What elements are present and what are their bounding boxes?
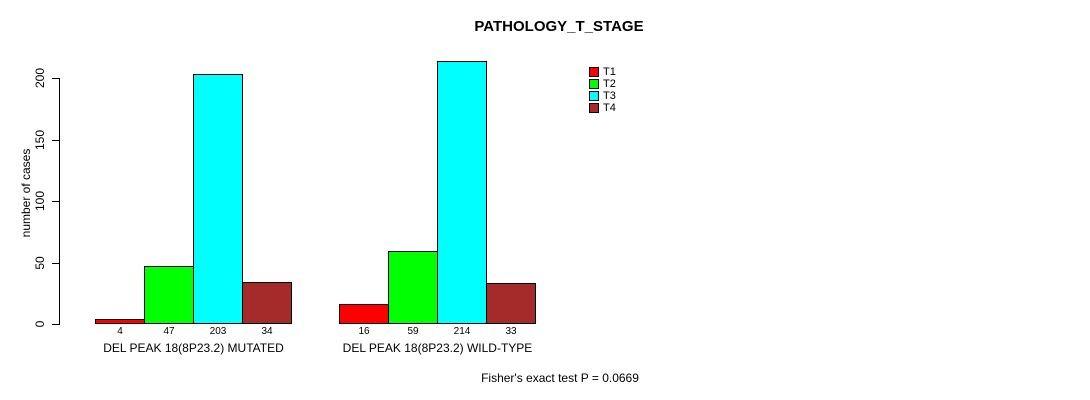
legend-item-t1: T1 xyxy=(589,66,616,78)
bar-t4-group1 xyxy=(242,282,292,324)
chart-title: PATHOLOGY_T_STAGE xyxy=(474,18,644,35)
bar-value-t4-group2: 33 xyxy=(505,326,517,337)
bar-value-t3-group1: 203 xyxy=(209,326,227,337)
bar-value-t3-group2: 214 xyxy=(453,326,471,337)
bar-value-t1-group1: 4 xyxy=(117,326,123,337)
bar-t2-group2 xyxy=(388,251,438,324)
y-tick-label-100: 100 xyxy=(33,190,47,212)
y-axis-line xyxy=(59,78,60,325)
y-tick-0 xyxy=(52,324,59,325)
legend-swatch-t2 xyxy=(589,79,599,89)
bar-t1-group1 xyxy=(95,319,145,324)
bar-value-t2-group1: 47 xyxy=(163,326,175,337)
y-tick-100 xyxy=(52,201,59,202)
bar-t1-group2 xyxy=(339,304,389,324)
legend-swatch-t3 xyxy=(589,91,599,101)
y-tick-50 xyxy=(52,263,59,264)
legend-swatch-t1 xyxy=(589,67,599,77)
bar-value-t1-group2: 16 xyxy=(358,326,370,337)
bar-value-t2-group2: 59 xyxy=(407,326,419,337)
y-tick-200 xyxy=(52,78,59,79)
legend-label-t4: T4 xyxy=(603,102,616,114)
bar-value-t4-group1: 34 xyxy=(261,326,273,337)
y-axis-label: number of cases xyxy=(19,148,33,238)
legend-label-t2: T2 xyxy=(603,78,616,90)
y-tick-150 xyxy=(52,140,59,141)
bar-t3-group2 xyxy=(437,61,487,324)
bar-t2-group1 xyxy=(144,266,194,324)
legend-label-t3: T3 xyxy=(603,90,616,102)
fisher-test-annotation: Fisher's exact test P = 0.0669 xyxy=(481,371,639,385)
legend-label-t1: T1 xyxy=(603,66,616,78)
legend-item-t3: T3 xyxy=(589,90,616,102)
y-tick-label-200: 200 xyxy=(33,67,47,89)
bar-t3-group1 xyxy=(193,74,243,324)
legend-item-t4: T4 xyxy=(589,102,616,114)
bar-t4-group2 xyxy=(486,283,536,324)
legend-swatch-t4 xyxy=(589,103,599,113)
y-tick-label-0: 0 xyxy=(33,320,47,328)
category-label-group1: DEL PEAK 18(8P23.2) MUTATED xyxy=(103,341,284,355)
y-tick-label-150: 150 xyxy=(33,129,47,151)
category-label-group2: DEL PEAK 18(8P23.2) WILD-TYPE xyxy=(342,341,533,355)
legend: T1 T2 T3 T4 xyxy=(589,67,616,115)
y-tick-label-50: 50 xyxy=(33,256,47,270)
legend-item-t2: T2 xyxy=(589,78,616,90)
